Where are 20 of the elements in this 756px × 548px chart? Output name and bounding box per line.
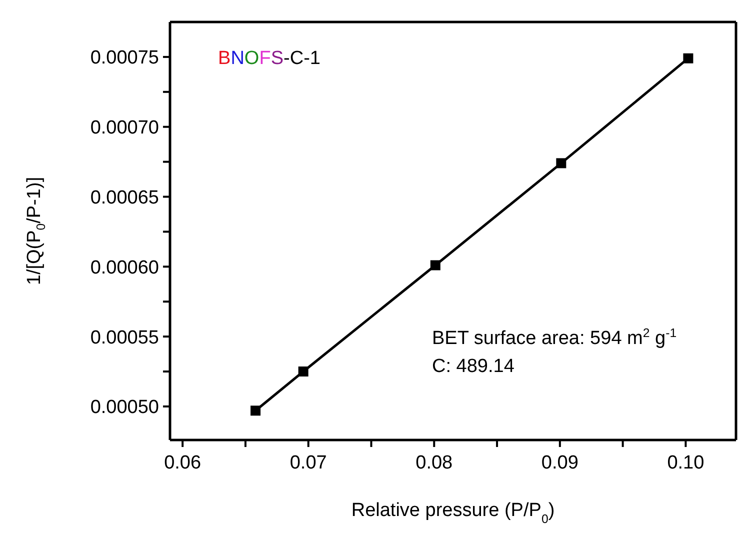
y-tick-label: 0.00070	[90, 118, 159, 139]
point	[298, 366, 308, 376]
x-tick-label: 0.10	[667, 452, 704, 474]
x-tick-label: 0.08	[416, 452, 453, 474]
y-tick-label: 0.00060	[90, 257, 159, 278]
x-tick-label: 0.06	[164, 452, 202, 474]
x-tick-label: 0.09	[541, 452, 578, 474]
x-axis-title: Relative pressure (P/P$_{0}$)	[351, 500, 555, 526]
point	[556, 158, 566, 168]
y-tick-label: 0.00065	[90, 187, 159, 208]
y-tick-label: 0.00050	[90, 397, 159, 418]
annotation: C: 489.14	[432, 356, 515, 377]
y-tick-label: 0.00075	[90, 48, 159, 69]
x-tick-label: 0.07	[290, 452, 327, 474]
annotation: BET surface area: 594 m$^{2}$ g$^{-1}$	[432, 326, 677, 349]
point	[430, 260, 440, 270]
point	[683, 53, 694, 64]
y-tick-label: 0.00055	[90, 327, 159, 348]
point	[250, 406, 261, 416]
text: BNOFS-C-1	[218, 48, 320, 69]
